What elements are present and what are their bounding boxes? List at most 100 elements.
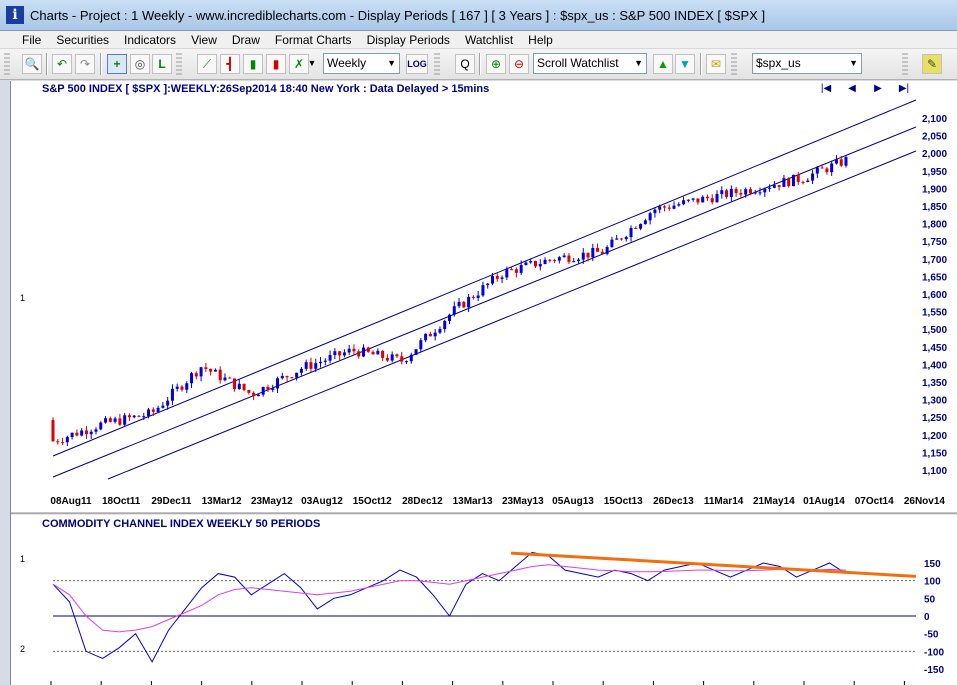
log-scale-button[interactable]: LOG [406, 54, 428, 74]
menu-display-periods[interactable]: Display Periods [366, 32, 450, 47]
chart-type-dropdown-icon[interactable]: ▼ [307, 58, 317, 68]
candle-body [768, 187, 772, 189]
x-tick-label: 13Mar13 [453, 496, 493, 507]
add-watchlist-icon[interactable]: ⊕ [486, 54, 506, 74]
menu-draw[interactable]: Draw [231, 32, 260, 47]
candle-body [194, 373, 198, 377]
candle-body [175, 386, 179, 389]
scroll-up-icon[interactable]: ▲ [653, 54, 673, 74]
y-tick-label: 1,400 [922, 360, 947, 371]
y-tick-label: 1,450 [922, 343, 947, 354]
watchlist-select[interactable]: Scroll Watchlist ▼ [533, 53, 647, 74]
quote-icon[interactable]: Q [455, 54, 475, 74]
candle-body [89, 431, 93, 435]
period-select[interactable]: Weekly ▼ [323, 53, 400, 74]
menu-bar: File Securities Indicators View Draw For… [0, 31, 957, 49]
candle-body [261, 387, 265, 395]
menu-securities[interactable]: Securities [56, 32, 110, 47]
window-title: Charts - Project : 1 Weekly - www.incred… [30, 7, 766, 23]
candle-body [304, 362, 308, 369]
candlestick-icon[interactable]: ▮ [243, 54, 263, 74]
nav-next-button[interactable]: ▶ [874, 83, 882, 94]
toolbar-grip[interactable] [4, 53, 10, 75]
candle-body [634, 227, 638, 229]
candle-body [228, 377, 232, 379]
candle-body [84, 430, 88, 435]
indicator-header: COMMODITY CHANNEL INDEX WEEKLY 50 PERIOD… [42, 518, 321, 530]
nav-last-button[interactable]: ▶| [898, 83, 910, 94]
mail-icon[interactable]: ✉ [706, 54, 726, 74]
chevron-down-icon: ▼ [387, 58, 396, 68]
candle-body [648, 213, 652, 221]
candle-body [213, 369, 217, 372]
menu-watchlist[interactable]: Watchlist [464, 32, 514, 47]
candle-body [605, 247, 609, 254]
candle-body [366, 347, 370, 352]
chevron-down-icon: ▼ [634, 58, 643, 68]
undo-icon[interactable]: ↶ [52, 54, 72, 74]
cci-y-tick-label: -100 [924, 647, 944, 658]
toolbar-grip[interactable] [902, 53, 908, 75]
y-tick-label: 1,200 [922, 431, 947, 442]
toolbar-grip[interactable] [434, 53, 440, 75]
menu-format-charts[interactable]: Format Charts [274, 32, 352, 47]
candle-body [161, 405, 165, 408]
candle-body [170, 388, 174, 401]
candle-body [252, 392, 256, 397]
highlight-icon[interactable]: ✎ [922, 54, 942, 74]
chart-svg: 2,100 2,050 2,000 1,950 1,900 1,850 1,800 1,750… [11, 99, 957, 685]
scroll-down-icon[interactable]: ▼ [675, 54, 695, 74]
bar-chart-icon[interactable]: ┫ [220, 54, 240, 74]
info-icon[interactable]: ◎ [130, 54, 150, 74]
candle-body [830, 163, 834, 173]
menu-view[interactable]: View [191, 32, 217, 47]
candle-body [428, 333, 432, 337]
y-tick-label: 1,750 [922, 237, 947, 248]
y-tick-label: 1,850 [922, 202, 947, 213]
candle-body [653, 209, 657, 214]
line-draw-icon[interactable]: L [152, 54, 172, 74]
toolbar-grip[interactable] [731, 53, 737, 75]
zoom-icon[interactable]: 🔍 [22, 54, 42, 74]
candle-body [347, 348, 351, 353]
redo-icon[interactable]: ↷ [75, 54, 95, 74]
candle-body [543, 259, 547, 264]
candle-body [787, 178, 791, 187]
candle-body [639, 224, 643, 229]
point-figure-icon[interactable]: ✗ [289, 54, 309, 74]
menu-file[interactable]: File [22, 32, 42, 47]
candle-body [777, 185, 781, 187]
x-tick-label: 15Oct12 [353, 496, 392, 507]
candle-body [500, 277, 504, 279]
candle-body [667, 207, 671, 209]
toolbar-grip[interactable] [176, 53, 182, 75]
candle-body [70, 432, 74, 438]
candle-volume-icon[interactable]: ▮ [266, 54, 286, 74]
candle-body [725, 190, 729, 197]
y-tick-label: 1,250 [922, 413, 947, 424]
candle-body [223, 377, 227, 381]
y-tick-label: 1,550 [922, 308, 947, 319]
candle-body [739, 193, 743, 195]
crosshair-icon[interactable]: + [107, 54, 127, 74]
candle-body [596, 247, 600, 252]
candle-body [285, 375, 289, 378]
menu-indicators[interactable]: Indicators [124, 32, 177, 47]
line-chart-icon[interactable]: ⟋ [197, 54, 217, 74]
candle-body [720, 190, 724, 195]
candle-body [409, 354, 413, 362]
y-tick-label: 1,300 [922, 396, 947, 407]
y-tick-label: 1,800 [922, 220, 947, 231]
candle-body [127, 415, 131, 418]
nav-prev-button[interactable]: ◀ [848, 83, 856, 94]
candle-body [151, 409, 155, 412]
cci-pane: 150 100 50 0 -50 -100 -150 [50, 551, 944, 685]
candle-body [256, 394, 260, 397]
candle-body [471, 296, 475, 298]
remove-watchlist-icon[interactable]: ⊖ [509, 54, 529, 74]
security-select[interactable]: $spx_us ▼ [752, 53, 862, 74]
nav-first-button[interactable]: |◀ [820, 83, 832, 94]
cci-y-tick-label: 50 [924, 594, 936, 605]
menu-help[interactable]: Help [528, 32, 553, 47]
chart-area[interactable]: S&P 500 INDEX [ $SPX ]:WEEKLY:26Sep2014 … [10, 81, 957, 685]
